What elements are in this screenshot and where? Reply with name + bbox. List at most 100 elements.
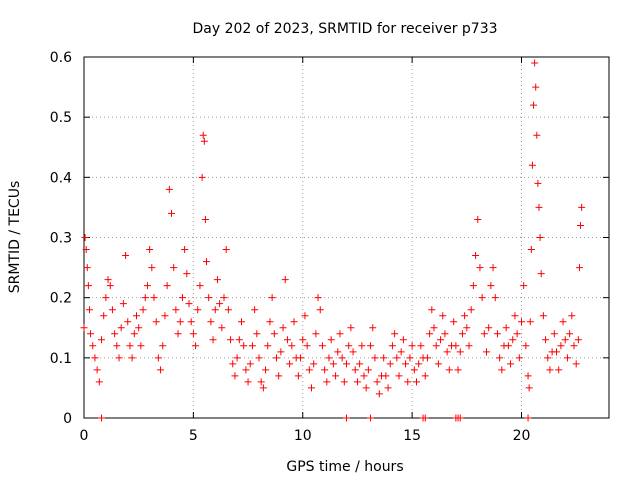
data-point (157, 366, 165, 374)
data-point (189, 330, 197, 338)
data-point (575, 264, 583, 272)
data-point (577, 221, 585, 229)
y-tick-label: 0.2 (50, 291, 72, 307)
data-point (534, 179, 542, 187)
data-point (544, 354, 552, 362)
data-point (467, 306, 475, 314)
data-point (143, 282, 151, 290)
data-point (509, 336, 517, 344)
data-point (146, 246, 154, 254)
y-tick-label: 0.5 (50, 110, 72, 126)
data-point (207, 318, 215, 326)
data-point (137, 342, 145, 350)
y-tick-label: 0.6 (50, 50, 72, 66)
data-point (288, 342, 296, 350)
x-tick-label: 15 (403, 428, 421, 444)
data-point (174, 330, 182, 338)
data-point (546, 366, 554, 374)
data-point (268, 294, 276, 302)
data-point (187, 318, 195, 326)
data-point (349, 348, 357, 356)
data-point (441, 330, 449, 338)
data-point (178, 294, 186, 302)
data-point (393, 354, 401, 362)
data-point (537, 270, 545, 278)
data-point (141, 294, 149, 302)
x-tick-label: 10 (294, 428, 312, 444)
data-point (563, 354, 571, 362)
data-point (325, 354, 333, 362)
data-point (198, 173, 206, 181)
data-point (297, 354, 305, 362)
tick-labels: 0 0.1 0.2 0.3 0.4 0.5 0.6 0 5 10 15 20 (50, 50, 531, 444)
data-point (465, 342, 473, 350)
data-point (483, 348, 490, 356)
data-point (211, 306, 219, 314)
data-point (397, 348, 405, 356)
data-point (463, 324, 471, 332)
data-point (364, 366, 372, 374)
y-tick-label: 0 (63, 411, 72, 427)
data-point (413, 378, 420, 386)
data-point (454, 366, 462, 374)
data-point (498, 366, 506, 374)
data-point (329, 360, 337, 368)
data-point (539, 312, 547, 320)
data-point (312, 330, 320, 338)
data-points (80, 59, 586, 422)
data-point (343, 360, 350, 368)
data-point (275, 372, 283, 380)
data-point (248, 342, 256, 350)
data-point (314, 294, 322, 302)
data-point (102, 294, 110, 302)
data-point (203, 258, 210, 266)
data-point (273, 354, 280, 362)
data-point (526, 318, 534, 326)
data-point (224, 306, 232, 314)
data-point (281, 276, 289, 284)
data-point (513, 330, 521, 338)
data-point (327, 336, 335, 344)
data-point (117, 324, 125, 332)
data-point (152, 318, 160, 326)
data-point (474, 215, 482, 223)
data-point (305, 366, 313, 374)
data-point (91, 354, 99, 362)
data-point (128, 354, 136, 362)
data-point (406, 354, 414, 362)
data-point (84, 282, 92, 290)
y-tick-label: 0.3 (50, 231, 72, 247)
data-point (246, 360, 254, 368)
data-point (338, 354, 346, 362)
chart-title: Day 202 of 2023, SRMTID for receiver p73… (192, 21, 497, 37)
data-point (200, 137, 208, 145)
data-point (89, 342, 97, 350)
data-point (369, 324, 377, 332)
data-point (423, 354, 431, 362)
data-point (382, 372, 390, 380)
data-point (201, 215, 209, 223)
data-point-zero (343, 414, 350, 422)
data-point (176, 318, 184, 326)
data-point (578, 203, 586, 211)
data-point (362, 384, 370, 392)
data-point (130, 330, 138, 338)
data-point (257, 378, 265, 386)
data-point (443, 348, 451, 356)
data-point (283, 336, 291, 344)
data-point (456, 348, 464, 356)
data-point (113, 342, 121, 350)
data-point (525, 384, 533, 392)
data-point (316, 306, 324, 314)
data-point (432, 342, 440, 350)
data-point (165, 185, 173, 193)
data-point (220, 294, 228, 302)
data-point (485, 324, 493, 332)
data-point (98, 336, 105, 344)
data-point (358, 342, 366, 350)
data-point (450, 318, 458, 326)
data-point-zero (98, 414, 105, 422)
data-point (345, 342, 353, 350)
